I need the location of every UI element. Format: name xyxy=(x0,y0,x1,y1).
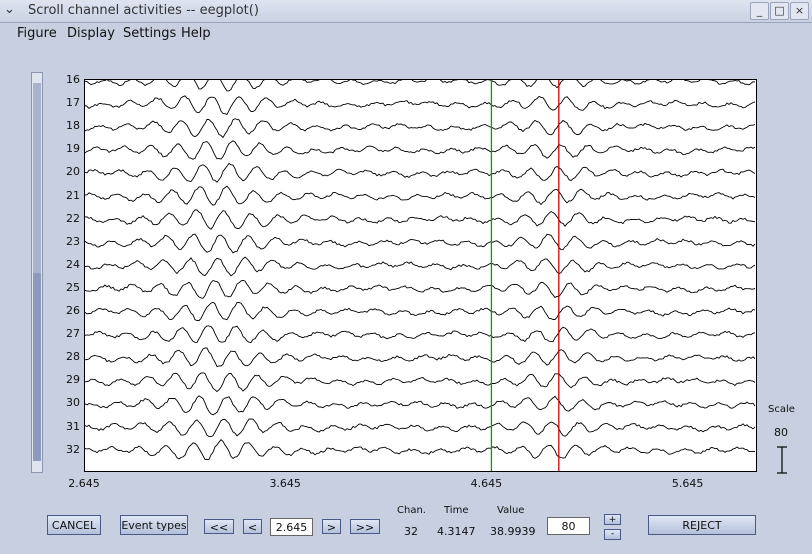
channel-trace xyxy=(85,439,756,460)
channel-trace xyxy=(85,325,756,343)
time-start-input[interactable]: 2.645 xyxy=(270,518,313,536)
channel-trace xyxy=(85,209,756,230)
channel-label: 28 xyxy=(66,350,80,364)
time-tick-label: 5.645 xyxy=(671,477,704,490)
minimize-icon[interactable]: _ xyxy=(750,2,769,20)
scale-label: Scale xyxy=(768,404,795,415)
reject-button[interactable]: REJECT xyxy=(648,515,756,535)
channel-trace xyxy=(85,118,756,139)
scale-decrease-button[interactable]: - xyxy=(604,529,621,540)
channel-trace xyxy=(85,140,756,160)
scale-bar-icon xyxy=(777,446,787,474)
first-page-button[interactable]: << xyxy=(204,519,234,534)
menu-figure[interactable]: Figure xyxy=(17,26,57,41)
menu-display[interactable]: Display xyxy=(67,26,115,41)
channel-trace xyxy=(85,95,756,115)
window-menu-icon[interactable]: ⌄ xyxy=(4,2,15,17)
close-icon[interactable]: × xyxy=(790,2,809,20)
time-tick-label: 4.645 xyxy=(470,477,503,490)
time-tick-label: 3.645 xyxy=(269,477,301,490)
channel-trace xyxy=(85,162,756,183)
channel-label: 18 xyxy=(66,119,80,133)
menu-help[interactable]: Help xyxy=(181,26,211,41)
next-page-button[interactable]: > xyxy=(322,519,341,534)
channel-trace xyxy=(85,372,756,393)
menu-bar: Figure Display Settings Help xyxy=(2,23,810,45)
window-title: Scroll channel activities -- eegplot() xyxy=(28,3,259,18)
channel-label: 27 xyxy=(66,327,80,341)
channel-label: 17 xyxy=(66,96,80,110)
scale-increase-button[interactable]: + xyxy=(604,514,621,525)
time-value: 4.3147 xyxy=(437,525,476,538)
channel-label: 16 xyxy=(66,73,80,86)
chan-value: 32 xyxy=(404,525,418,538)
channel-trace xyxy=(85,80,756,92)
event-types-button[interactable]: Event types xyxy=(120,515,188,535)
channel-label: 24 xyxy=(66,257,80,271)
time-label: Time xyxy=(444,505,469,516)
channel-trace xyxy=(85,185,756,206)
channel-label: 32 xyxy=(66,442,80,456)
channel-label: 29 xyxy=(66,373,80,387)
channel-trace xyxy=(85,279,756,299)
channel-scrollbar[interactable] xyxy=(31,72,43,473)
channel-trace xyxy=(85,347,756,368)
channel-label: 31 xyxy=(66,419,80,433)
channel-label: 19 xyxy=(66,142,80,156)
channel-trace xyxy=(85,233,756,254)
eeg-plot[interactable] xyxy=(84,79,757,472)
cancel-button[interactable]: CANCEL xyxy=(47,515,101,535)
chan-label: Chan. xyxy=(397,505,426,516)
maximize-icon[interactable]: □ xyxy=(770,2,789,20)
last-page-button[interactable]: >> xyxy=(350,519,380,534)
channel-label: 23 xyxy=(66,234,80,248)
scrollbar-track-upper[interactable] xyxy=(33,83,41,273)
channel-label: 25 xyxy=(66,280,80,294)
channel-label: 22 xyxy=(66,211,80,225)
channel-label: 30 xyxy=(66,396,80,410)
scale-input[interactable]: 80 xyxy=(547,517,590,535)
scale-value: 80 xyxy=(774,426,788,439)
scrollbar-thumb[interactable] xyxy=(33,273,41,461)
time-tick-label: 2.645 xyxy=(68,477,100,490)
value-value: 38.9939 xyxy=(490,525,536,538)
title-bar: ⌄ Scroll channel activities -- eegplot()… xyxy=(0,0,812,23)
prev-page-button[interactable]: < xyxy=(243,519,262,534)
channel-trace xyxy=(85,256,756,277)
channel-label: 26 xyxy=(66,304,80,317)
channel-trace xyxy=(85,395,756,416)
channel-label: 21 xyxy=(66,188,80,202)
menu-settings[interactable]: Settings xyxy=(123,26,177,41)
channel-label: 20 xyxy=(66,165,80,179)
value-label: Value xyxy=(497,505,525,516)
eeg-traces xyxy=(85,80,756,471)
channel-trace xyxy=(85,418,756,438)
channel-trace xyxy=(85,301,756,321)
